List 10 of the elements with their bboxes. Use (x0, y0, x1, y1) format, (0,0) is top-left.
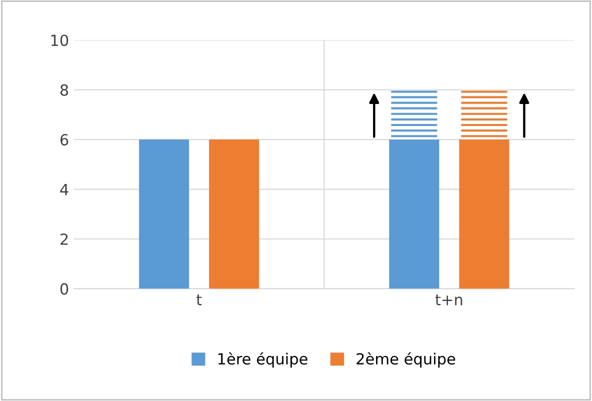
y-tick-label: 8 (60, 84, 68, 96)
y-tick-label: 4 (60, 184, 68, 196)
y-tick-label: 10 (51, 34, 68, 46)
legend-label: 1ère équipe (218, 352, 308, 368)
x-tick-label: t (196, 294, 202, 306)
y-tick-label: 0 (60, 283, 68, 295)
legend-label: 2ème équipe (356, 352, 456, 368)
x-tick-label: t+n (435, 294, 462, 306)
y-tick-label: 6 (60, 134, 68, 146)
y-tick-label: 2 (60, 233, 68, 245)
